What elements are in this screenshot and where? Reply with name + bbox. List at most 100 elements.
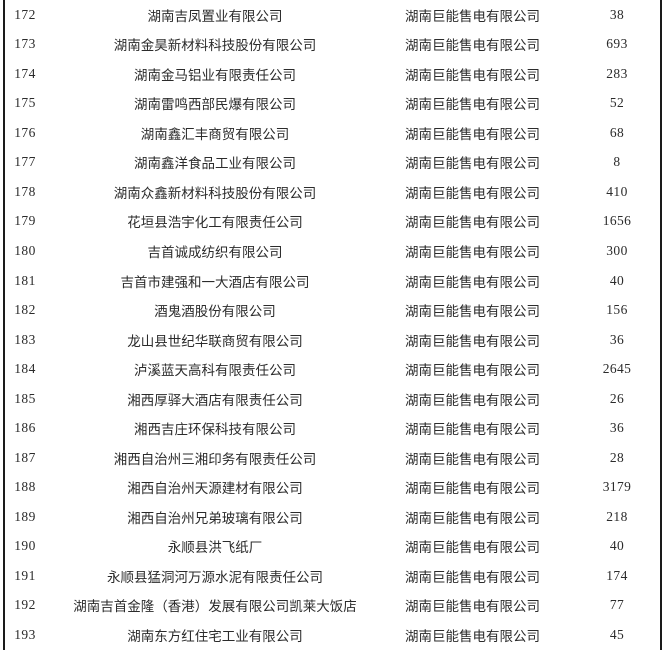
cell-volume: 40 [609,538,625,554]
table-row: 177 湖南鑫洋食品工业有限公司 湖南巨能售电有限公司 8 [0,148,669,178]
cell-customer: 湖南东方红住宅工业有限公司 [127,628,303,644]
cell-index: 181 [14,272,36,288]
table-row: 192 湖南吉首金隆（香港）发展有限公司凯莱大饭店 湖南巨能售电有限公司 77 [0,591,669,621]
cell-volume: 36 [609,420,625,436]
cell-volume: 283 [606,65,628,81]
cell-index: 187 [14,449,36,465]
cell-retailer: 湖南巨能售电有限公司 [405,540,540,556]
table-row: 172 湖南吉凤置业有限公司 湖南巨能售电有限公司 38 [0,0,669,30]
cell-customer: 吉首诚成纺织有限公司 [147,245,283,261]
cell-customer: 永顺县猛洞河万源水泥有限责任公司 [107,569,323,585]
cell-volume: 300 [606,243,628,259]
cell-volume: 410 [606,183,628,199]
cell-index: 173 [14,36,36,52]
table-row: 183 龙山县世纪华联商贸有限公司 湖南巨能售电有限公司 36 [0,325,669,355]
cell-retailer: 湖南巨能售电有限公司 [405,392,540,408]
table-row: 187 湘西自治州三湘印务有限责任公司 湖南巨能售电有限公司 28 [0,443,669,473]
cell-index: 175 [14,95,36,111]
cell-volume: 45 [609,626,625,642]
cell-retailer: 湖南巨能售电有限公司 [405,8,540,24]
cell-retailer: 湖南巨能售电有限公司 [405,363,540,379]
cell-customer: 湖南众鑫新材料科技股份有限公司 [113,185,317,201]
cell-customer: 湖南鑫洋食品工业有限公司 [134,156,296,172]
cell-customer: 湘西自治州三湘印务有限责任公司 [113,451,317,467]
cell-customer: 龙山县世纪华联商贸有限公司 [127,333,303,349]
cell-retailer: 湖南巨能售电有限公司 [405,628,540,644]
cell-index: 176 [14,124,36,140]
cell-volume: 26 [609,390,625,406]
cell-index: 183 [14,331,36,347]
cell-index: 192 [14,597,36,613]
table-row: 184 泸溪蓝天高科有限责任公司 湖南巨能售电有限公司 2645 [0,354,669,384]
cell-volume: 693 [606,36,628,52]
cell-retailer: 湖南巨能售电有限公司 [405,599,540,615]
cell-index: 184 [14,361,36,377]
cell-customer: 吉首市建强和一大酒店有限公司 [120,274,310,290]
table-row: 191 永顺县猛洞河万源水泥有限责任公司 湖南巨能售电有限公司 174 [0,561,669,591]
table-row: 181 吉首市建强和一大酒店有限公司 湖南巨能售电有限公司 40 [0,266,669,296]
cell-index: 177 [14,154,36,170]
cell-retailer: 湖南巨能售电有限公司 [405,304,540,320]
cell-volume: 8 [613,154,621,170]
cell-customer: 泸溪蓝天高科有限责任公司 [134,363,296,379]
table-right-border [660,0,662,650]
cell-retailer: 湖南巨能售电有限公司 [405,510,540,526]
cell-index: 186 [14,420,36,436]
cell-customer: 花垣县浩宇化工有限责任公司 [127,215,303,231]
cell-index: 178 [14,183,36,199]
cell-volume: 38 [609,6,625,22]
table-row: 178 湖南众鑫新材料科技股份有限公司 湖南巨能售电有限公司 410 [0,177,669,207]
cell-index: 172 [14,6,36,22]
cell-index: 191 [14,567,36,583]
cell-volume: 2645 [602,361,632,377]
cell-retailer: 湖南巨能售电有限公司 [405,451,540,467]
cell-volume: 40 [609,272,625,288]
cell-retailer: 湖南巨能售电有限公司 [405,422,540,438]
cell-retailer: 湖南巨能售电有限公司 [405,38,540,54]
table-row: 190 永顺县洪飞纸厂 湖南巨能售电有限公司 40 [0,532,669,562]
cell-volume: 36 [609,331,625,347]
table-row: 185 湘西厚驿大酒店有限责任公司 湖南巨能售电有限公司 26 [0,384,669,414]
cell-retailer: 湖南巨能售电有限公司 [405,245,540,261]
cell-retailer: 湖南巨能售电有限公司 [405,67,540,83]
cell-customer: 永顺县洪飞纸厂 [167,540,263,556]
cell-index: 179 [14,213,36,229]
cell-customer: 湖南鑫汇丰商贸有限公司 [140,126,290,142]
cell-index: 185 [14,390,36,406]
cell-customer: 酒鬼酒股份有限公司 [154,304,276,320]
table-row: 188 湘西自治州天源建材有限公司 湖南巨能售电有限公司 3179 [0,473,669,503]
cell-customer: 湖南吉首金隆（香港）发展有限公司凯莱大饭店 [73,599,357,615]
cell-customer: 湘西自治州兄弟玻璃有限公司 [127,510,303,526]
cell-index: 180 [14,243,36,259]
cell-volume: 28 [609,449,625,465]
cell-retailer: 湖南巨能售电有限公司 [405,97,540,113]
table-row: 189 湘西自治州兄弟玻璃有限公司 湖南巨能售电有限公司 218 [0,502,669,532]
cell-index: 182 [14,302,36,318]
cell-customer: 湖南金马铝业有限责任公司 [134,67,296,83]
table-row: 176 湖南鑫汇丰商贸有限公司 湖南巨能售电有限公司 68 [0,118,669,148]
cell-index: 189 [14,508,36,524]
cell-volume: 218 [606,508,628,524]
cell-volume: 174 [606,567,628,583]
cell-retailer: 湖南巨能售电有限公司 [405,481,540,497]
cell-index: 193 [14,626,36,642]
cell-customer: 湖南吉凤置业有限公司 [147,8,283,24]
cell-volume: 3179 [602,479,632,495]
cell-retailer: 湖南巨能售电有限公司 [405,215,540,231]
table-left-border [3,0,5,650]
cell-volume: 156 [606,302,628,318]
cell-volume: 77 [609,597,625,613]
cell-customer: 湖南金昊新材料科技股份有限公司 [113,38,317,54]
table-row: 193 湖南东方红住宅工业有限公司 湖南巨能售电有限公司 45 [0,620,669,650]
cell-retailer: 湖南巨能售电有限公司 [405,274,540,290]
table-row: 179 花垣县浩宇化工有限责任公司 湖南巨能售电有限公司 1656 [0,207,669,237]
cell-customer: 湖南雷鸣西部民爆有限公司 [134,97,296,113]
cell-customer: 湘西吉庄环保科技有限公司 [134,422,296,438]
cell-volume: 68 [609,124,625,140]
table-row: 175 湖南雷鸣西部民爆有限公司 湖南巨能售电有限公司 52 [0,89,669,119]
cell-retailer: 湖南巨能售电有限公司 [405,126,540,142]
cell-retailer: 湖南巨能售电有限公司 [405,156,540,172]
